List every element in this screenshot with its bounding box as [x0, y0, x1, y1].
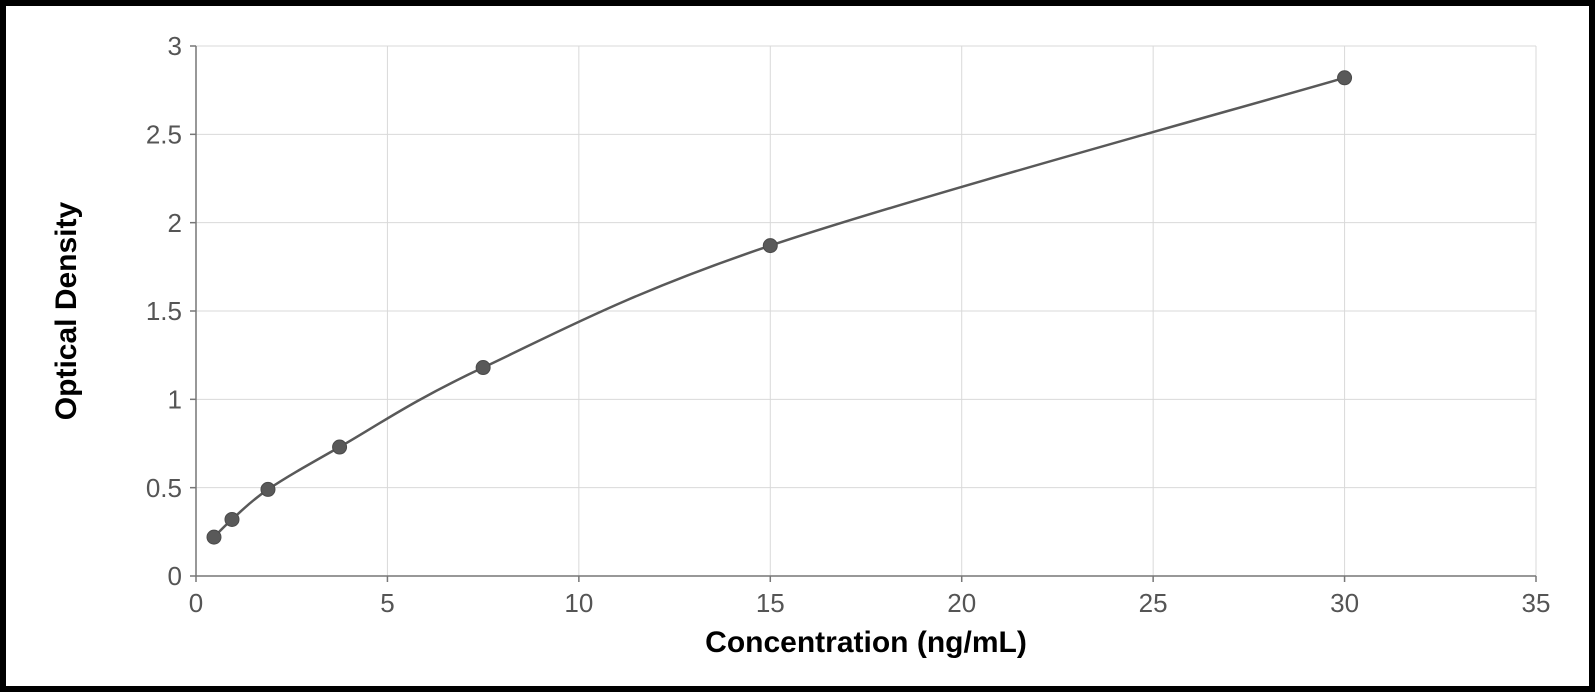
data-point: [1338, 71, 1352, 85]
chart-frame: 0 5 10 15 20 25 30 35 0 0.5 1 1.5 2 2.5 3 Concentration…: [0, 0, 1595, 692]
chart-svg: 0 5 10 15 20 25 30 35 0 0.5 1 1.5 2 2.5 3 Concentration…: [36, 26, 1571, 672]
x-tick-label: 25: [1139, 588, 1168, 618]
x-tick-label: 30: [1330, 588, 1359, 618]
y-tick-label: 3: [168, 31, 182, 61]
y-tick-label: 0.5: [146, 473, 182, 503]
x-tick-label: 20: [947, 588, 976, 618]
y-tick-label: 1: [168, 384, 182, 414]
x-tick-label: 15: [756, 588, 785, 618]
data-point: [476, 361, 490, 375]
x-axis-title: Concentration (ng/mL): [705, 626, 1027, 659]
y-tick-label: 1.5: [146, 296, 182, 326]
data-point: [261, 482, 275, 496]
y-axis-title: Optical Density: [50, 201, 83, 420]
data-point: [763, 239, 777, 253]
data-point: [207, 530, 221, 544]
data-point: [333, 440, 347, 454]
data-point: [225, 512, 239, 526]
y-tick-label: 0: [168, 561, 182, 591]
chart-container: 0 5 10 15 20 25 30 35 0 0.5 1 1.5 2 2.5 3 Concentration…: [36, 26, 1559, 666]
y-tick-label: 2: [168, 208, 182, 238]
chart-background: [36, 26, 1571, 672]
x-tick-label: 35: [1522, 588, 1551, 618]
x-tick-label: 0: [189, 588, 203, 618]
y-tick-label: 2.5: [146, 119, 182, 149]
x-tick-label: 5: [380, 588, 394, 618]
x-tick-label: 10: [564, 588, 593, 618]
